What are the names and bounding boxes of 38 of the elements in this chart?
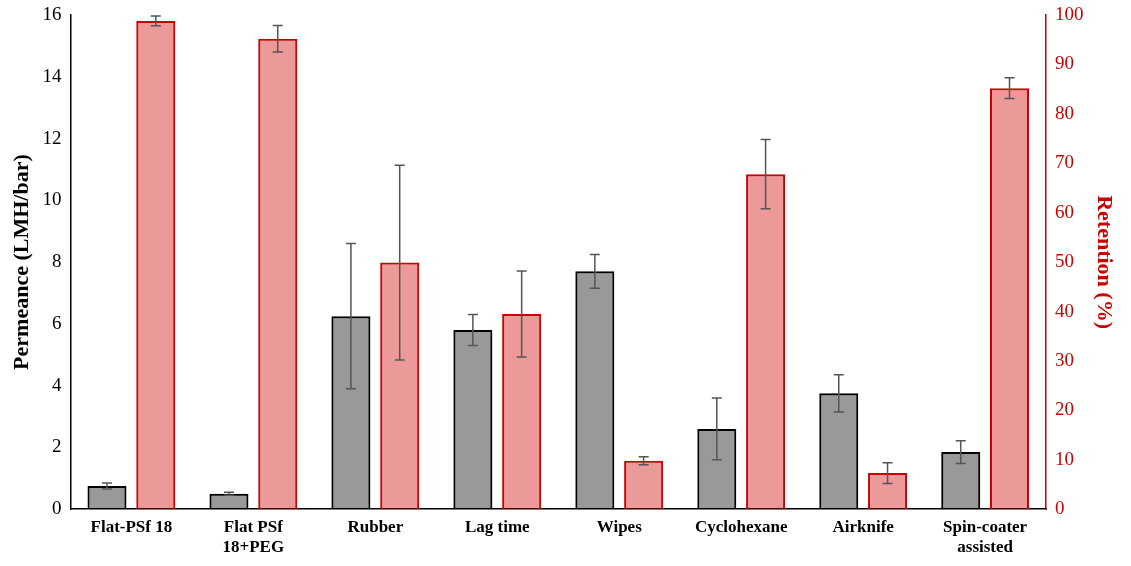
bar	[136, 20, 176, 510]
x-tick-label: Wipes	[596, 516, 643, 536]
y2-tick-label: 40	[1055, 299, 1075, 321]
x-tick-label: Flat-PSf 18	[90, 516, 173, 536]
y2-tick-label: 50	[1055, 250, 1075, 272]
y-tick-label: 8	[51, 250, 62, 272]
y2-axis-title: Retention (%)	[1093, 195, 1119, 330]
y-tick-label: 10	[42, 188, 62, 210]
y2-tick-label: 70	[1055, 151, 1075, 173]
y2-tick-label: 20	[1055, 398, 1075, 420]
y2-tick-label: 0	[1055, 497, 1065, 519]
x-tick-label: Airknife	[832, 516, 895, 536]
y2-tick-label: 60	[1055, 200, 1075, 222]
y-axis-title: Permeance (LMH/bar)	[7, 154, 33, 370]
y2-tick-label: 100	[1055, 2, 1084, 24]
y2-tick-label: 80	[1055, 101, 1075, 123]
y-tick-label: 0	[51, 497, 62, 519]
y-tick-label: 2	[51, 435, 62, 457]
y-tick-label: 16	[42, 2, 62, 24]
x-tick-label: Lag time	[464, 516, 531, 536]
x-tick-label: Cyclohexane	[694, 516, 788, 536]
bar	[746, 174, 786, 510]
y2-tick-label: 30	[1055, 348, 1075, 370]
y-tick-label: 6	[51, 311, 62, 333]
bar	[868, 473, 908, 510]
bar	[990, 88, 1030, 510]
x-tick-label: Flat PSf 18+PEG	[222, 516, 285, 557]
x-tick-label: Rubber	[347, 516, 404, 536]
y2-tick-label: 90	[1055, 52, 1075, 74]
y-tick-label: 12	[42, 126, 62, 148]
bar	[624, 460, 664, 510]
y2-tick-label: 10	[1055, 447, 1075, 469]
y-tick-label: 4	[51, 373, 62, 395]
y-tick-label: 14	[42, 64, 62, 86]
bar	[380, 262, 420, 510]
bar	[502, 313, 542, 510]
bar	[258, 38, 298, 510]
x-tick-label: Spin-coater assisted	[943, 516, 1028, 557]
